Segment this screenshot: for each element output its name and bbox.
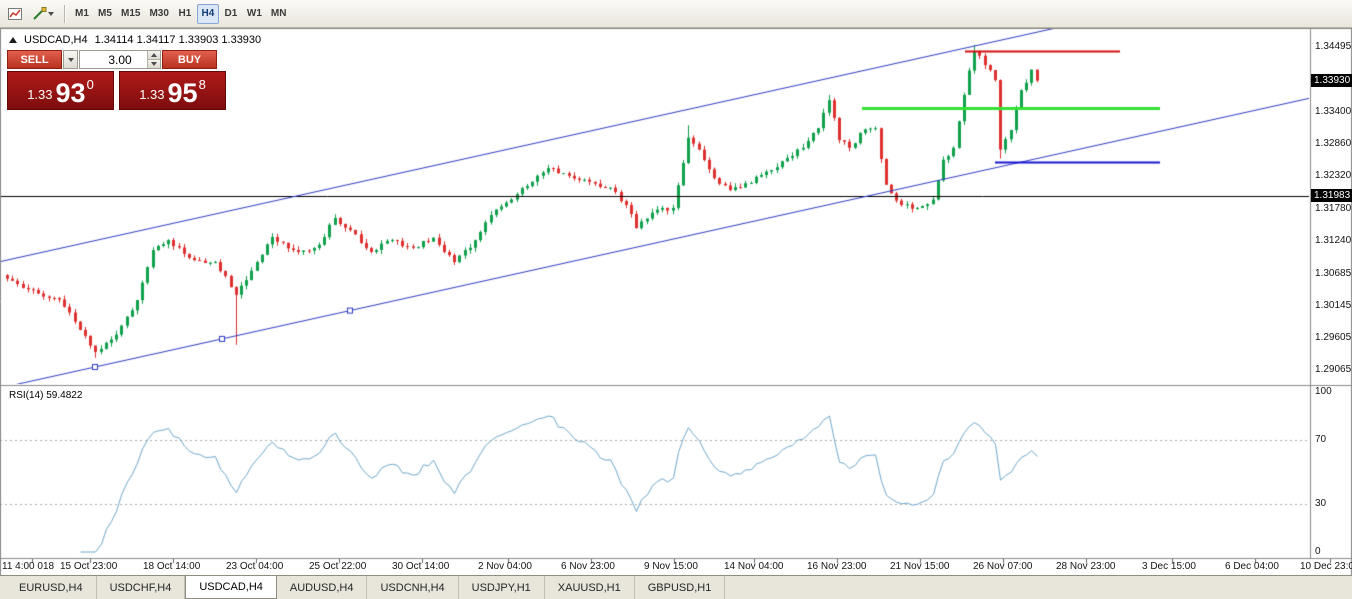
sell-price-big: 93 [55,78,86,109]
time-axis-label: 6 Nov 23:00 [561,561,615,572]
sell-price-button[interactable]: 1.33 93 0 [7,71,114,110]
timeframe-button-w1[interactable]: W1 [246,8,262,19]
rsi-indicator-label: RSI(14) 59.4822 [9,390,83,401]
price-axis-tick: 1.29065 [1315,364,1352,375]
sell-price-main: 1.33 [27,87,53,102]
time-axis-label: 21 Nov 15:00 [890,561,950,572]
chart-tab-usdchf[interactable]: USDCHF,H4 [97,576,186,599]
price-axis-tick: 1.30685 [1315,267,1352,279]
time-axis-label: 23 Oct 04:00 [226,561,284,572]
buy-price-big: 95 [167,78,198,109]
one-click-trade-panel: SELL 3.00 BUY 1.33 93 0 1.33 95 8 [7,50,226,110]
price-axis-tick: 1.32320 [1315,170,1352,182]
toolbar-separator [64,4,65,23]
time-axis-label: 10 Dec 23:00 [1300,561,1352,572]
timeframe-button-h1[interactable]: H1 [178,8,192,19]
timeframe-button-m15[interactable]: M15 [121,8,141,19]
chart-tab-usdcnh[interactable]: USDCNH,H4 [367,576,459,599]
chart-tab-usdcad[interactable]: USDCAD,H4 [185,575,277,599]
chart-tab-eurusd[interactable]: EURUSD,H4 [6,576,97,599]
price-axis-tick: 1.29605 [1315,331,1352,343]
time-axis-label: 3 Dec 15:00 [1142,561,1196,572]
buy-price-pip: 8 [198,77,206,92]
timeframe-button-mn[interactable]: MN [270,8,287,19]
time-axis-label: 2 Nov 04:00 [478,561,532,572]
buy-button[interactable]: BUY [162,50,217,69]
time-axis-label: 28 Nov 23:00 [1056,561,1116,572]
one-click-toggle-icon[interactable] [9,37,17,43]
rsi-axis-tick: 70 [1315,434,1327,445]
rsi-axis-tick: 0 [1315,546,1321,557]
top-toolbar: M1 M5 M15 M30 H1 H4 D1 W1 MN [0,0,1352,28]
timeframe-button-d1[interactable]: D1 [224,8,238,19]
objects-icon [33,6,47,20]
timeframe-button-h4[interactable]: H4 [196,3,219,24]
price-axis-tick: 1.31240 [1315,234,1352,246]
chart-window-button[interactable] [3,4,27,24]
chevron-up-icon [151,53,157,57]
chevron-down-icon [67,57,74,62]
time-axis-label: 11 4:00 018 [2,561,55,572]
sell-button[interactable]: SELL [7,50,62,69]
volume-stepper [147,51,160,68]
chart-icon [8,7,22,20]
price-axis-tick: 1.30145 [1315,299,1352,311]
chart-title: USDCAD,H4 1.34114 1.34117 1.33903 1.3393… [9,34,261,46]
buy-price-main: 1.33 [139,87,165,102]
price-axis-tick: 1.31780 [1315,202,1352,214]
time-axis-label: 15 Oct 23:00 [60,561,118,572]
current-price-box: 1.33930 [1311,73,1352,87]
timeframe-button-m5[interactable]: M5 [98,8,112,19]
chart-tab-audusd[interactable]: AUDUSD,H4 [277,576,368,599]
volume-increase-button[interactable] [147,51,160,59]
chevron-down-icon [151,62,157,66]
time-axis-label: 25 Oct 22:00 [309,561,367,572]
time-axis-label: 9 Nov 15:00 [644,561,698,572]
timeframe-buttons: M1 M5 M15 M30 H1 H4 D1 W1 MN [71,3,290,24]
chart-tab-xauusd[interactable]: XAUUSD,H1 [545,576,635,599]
chart-ohlc-values: 1.34114 1.34117 1.33903 1.33930 [94,34,262,46]
price-chart-canvas[interactable] [0,28,1352,575]
time-axis-label: 30 Oct 14:00 [392,561,450,572]
volume-input[interactable]: 3.00 [79,50,161,69]
chart-tab-usdjpy[interactable]: USDJPY,H1 [459,576,545,599]
price-axis-tick: 1.34495 [1315,41,1352,52]
volume-dropdown-button[interactable] [63,50,78,69]
drawing-tools-button[interactable] [28,4,58,24]
time-axis-label: 16 Nov 23:00 [807,561,867,572]
hline-price-box: 1.31983 [1311,189,1352,203]
sell-price-pip: 0 [86,77,94,92]
rsi-axis-tick: 30 [1315,498,1327,509]
timeframe-button-m1[interactable]: M1 [75,8,89,19]
rsi-axis-tick: 100 [1315,386,1332,397]
time-axis-label: 26 Nov 07:00 [973,561,1033,572]
chart-symbol-label: USDCAD,H4 [24,34,88,46]
time-axis-label: 6 Dec 04:00 [1225,561,1279,572]
volume-value: 3.00 [108,52,132,67]
volume-decrease-button[interactable] [147,59,160,68]
time-axis-label: 18 Oct 14:00 [143,561,201,572]
time-axis-label: 14 Nov 04:00 [724,561,784,572]
chart-tab-gbpusd[interactable]: GBPUSD,H1 [635,576,726,599]
buy-price-button[interactable]: 1.33 95 8 [119,71,226,110]
chart-tabs-bar: EURUSD,H4 USDCHF,H4 USDCAD,H4 AUDUSD,H4 USDC… [0,575,1352,599]
price-axis-tick: 1.32860 [1315,138,1352,150]
chevron-down-icon [48,11,54,16]
price-axis-tick: 1.33400 [1315,106,1352,118]
timeframe-button-m30[interactable]: M30 [149,8,169,19]
